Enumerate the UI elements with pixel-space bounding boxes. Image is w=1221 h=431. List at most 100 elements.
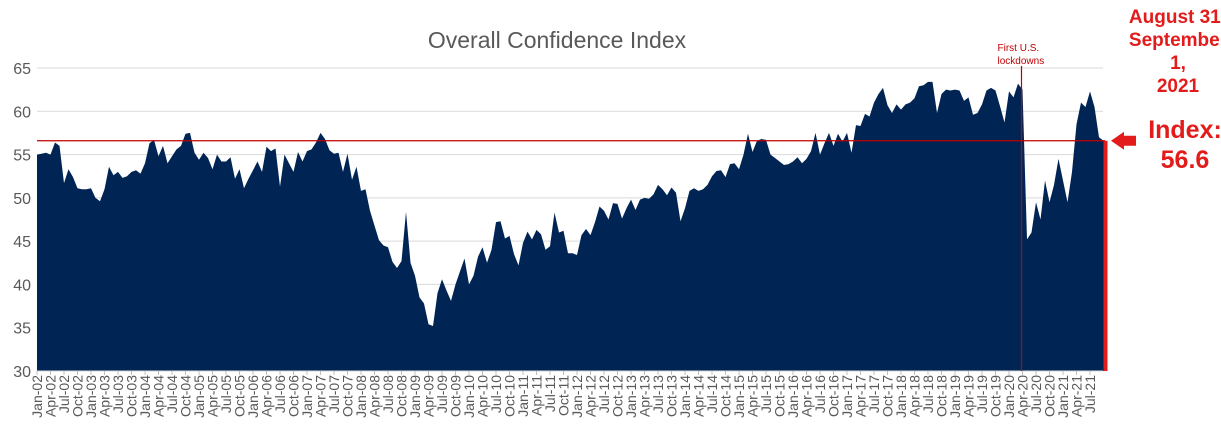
date-line-1: August 31- (1128, 7, 1221, 28)
x-tick-label: Apr-04 (151, 375, 167, 417)
x-tick-label: Apr-10 (475, 375, 491, 417)
y-tick-label: 65 (13, 61, 31, 78)
x-tick-label: Oct-18 (934, 375, 950, 417)
x-tick-label: Jul-03 (110, 375, 126, 413)
x-tick-label: Apr-16 (799, 375, 815, 417)
x-tick-label: Apr-09 (421, 375, 437, 417)
index-value: 56.6 (1160, 146, 1210, 174)
x-tick-label: Oct-10 (502, 375, 518, 417)
x-tick-label: Jul-20 (1028, 375, 1044, 413)
y-tick-label: 40 (13, 277, 31, 294)
x-tick-label: Oct-08 (394, 375, 410, 417)
x-tick-label: Apr-12 (583, 375, 599, 417)
x-tick-label: Jul-12 (596, 375, 612, 413)
x-tick-label: Jan-12 (569, 375, 585, 418)
x-tick-label: Jul-11 (542, 375, 558, 412)
x-tick-label: Jan-07 (299, 375, 315, 418)
x-tick-label: Jan-15 (731, 375, 747, 418)
y-tick-label: 45 (13, 234, 31, 251)
x-tick-label: Oct-06 (286, 375, 302, 417)
x-tick-label: Jul-06 (272, 375, 288, 413)
x-tick-label: Jul-17 (866, 375, 882, 413)
series-area (37, 81, 1104, 372)
x-tick-label: Jan-13 (623, 375, 639, 418)
x-tick-label: Jan-16 (785, 375, 801, 418)
x-tick-label: Oct-13 (664, 375, 680, 417)
x-tick-label: Jan-08 (353, 375, 369, 418)
x-tick-label: Apr-20 (1015, 375, 1031, 417)
x-tick-label: Apr-17 (853, 375, 869, 417)
x-tick-label: Jan-17 (839, 375, 855, 418)
x-tick-label: Oct-19 (988, 375, 1004, 417)
x-tick-label: Oct-02 (70, 375, 86, 417)
date-line-2: September 1, (1128, 30, 1221, 74)
x-tick-label: Jul-18 (920, 375, 936, 413)
lockdown-label-line-1: First U.S. (998, 43, 1040, 54)
x-tick-label: Jul-19 (974, 375, 990, 413)
x-tick-label: Jul-13 (650, 375, 666, 413)
x-tick-label: Jul-09 (434, 375, 450, 413)
x-tick-label: Oct-20 (1042, 375, 1058, 417)
index-callout: Index: 56.6 (1140, 115, 1221, 175)
x-tick-label: Jan-21 (1055, 375, 1071, 418)
index-label: Index: (1148, 116, 1221, 144)
x-tick-label: Oct-05 (232, 375, 248, 417)
x-tick-label: Jan-03 (83, 375, 99, 418)
x-tick-label: Jan-04 (137, 375, 153, 418)
x-tick-label: Oct-09 (448, 375, 464, 417)
x-tick-label: Oct-12 (610, 375, 626, 417)
y-tick-label: 55 (13, 148, 31, 165)
x-tick-label: Oct-17 (880, 375, 896, 417)
x-tick-label: Jan-05 (191, 375, 207, 418)
x-tick-label: Jan-14 (677, 375, 693, 418)
arrow-left-icon (1111, 131, 1136, 150)
x-tick-label: Jul-04 (164, 375, 180, 413)
x-tick-label: Oct-15 (772, 375, 788, 417)
chart-title: Overall Confidence Index (428, 27, 687, 53)
y-tick-label: 35 (13, 321, 31, 338)
current-value-bar (1103, 140, 1108, 371)
x-tick-label: Apr-19 (961, 375, 977, 417)
x-tick-label: Apr-02 (43, 375, 59, 417)
x-tick-label: Jul-10 (488, 375, 504, 413)
y-tick-label: 60 (13, 104, 31, 121)
x-tick-label: Jul-14 (704, 375, 720, 413)
x-tick-label: Oct-16 (826, 375, 842, 417)
x-tick-label: Jan-11 (515, 375, 531, 417)
x-tick-label: Jul-15 (758, 375, 774, 413)
x-tick-label: Apr-06 (259, 375, 275, 417)
x-tick-label: Jan-09 (407, 375, 423, 418)
x-tick-label: Jul-05 (218, 375, 234, 413)
x-tick-label: Apr-15 (745, 375, 761, 417)
x-tick-label: Oct-03 (124, 375, 140, 417)
x-tick-label: Apr-11 (529, 375, 545, 416)
x-tick-label: Jul-16 (812, 375, 828, 413)
x-tick-label: Oct-14 (718, 375, 734, 417)
x-tick-label: Jul-21 (1082, 375, 1098, 413)
date-callout: August 31- September 1, 2021 (1128, 6, 1221, 98)
x-tick-label: Jan-19 (947, 375, 963, 418)
x-tick-label: Jan-10 (461, 375, 477, 418)
x-tick-label: Jul-08 (380, 375, 396, 413)
x-tick-label: Apr-03 (97, 375, 113, 417)
x-tick-label: Apr-08 (367, 375, 383, 417)
x-tick-label: Apr-14 (691, 375, 707, 417)
x-tick-label: Apr-05 (205, 375, 221, 417)
lockdown-label-line-2: lockdowns (998, 56, 1045, 67)
x-tick-label: Oct-04 (178, 375, 194, 417)
x-tick-label: Jan-02 (29, 375, 45, 418)
x-tick-label: Apr-21 (1069, 375, 1085, 417)
x-tick-label: Jul-07 (326, 375, 342, 413)
date-line-3: 2021 (1156, 76, 1200, 97)
x-tick-label: Jan-06 (245, 375, 261, 418)
x-tick-label: Jul-02 (56, 375, 72, 413)
x-tick-label: Jan-18 (893, 375, 909, 418)
x-tick-label: Apr-13 (637, 375, 653, 417)
y-tick-label: 30 (13, 364, 31, 381)
x-tick-label: Apr-18 (907, 375, 923, 417)
x-tick-label: Apr-07 (313, 375, 329, 417)
x-tick-label: Jan-20 (1001, 375, 1017, 418)
x-tick-label: Oct-11 (556, 375, 572, 416)
